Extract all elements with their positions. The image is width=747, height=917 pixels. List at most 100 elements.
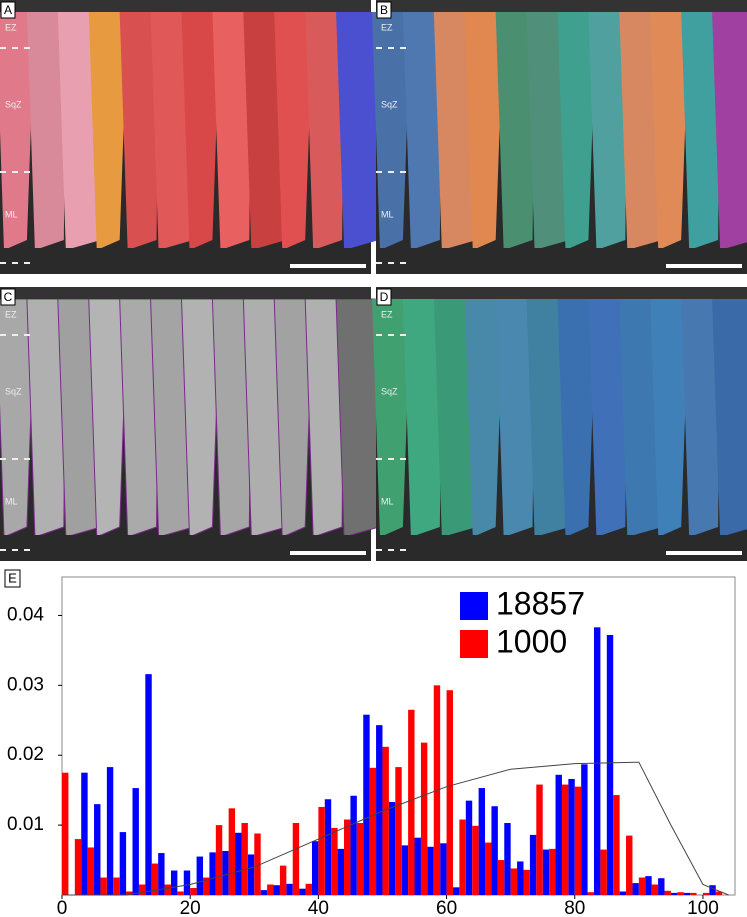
bar — [190, 888, 197, 895]
bar — [350, 795, 357, 895]
bar — [164, 884, 171, 895]
grain — [681, 299, 721, 537]
bar — [555, 774, 562, 895]
zone-label: SqZ — [5, 99, 22, 109]
grain — [557, 299, 597, 537]
grain — [181, 12, 221, 250]
bar — [203, 877, 210, 895]
bar — [337, 848, 345, 895]
y-tick-label: 0.03 — [7, 674, 44, 695]
x-tick-label: 20 — [180, 898, 201, 917]
bar — [626, 835, 633, 895]
grain — [243, 12, 287, 250]
panel-label: B — [380, 3, 388, 17]
bar — [81, 772, 88, 895]
grain — [57, 12, 101, 250]
bottom-band — [376, 535, 747, 561]
bar — [683, 892, 691, 895]
micrograph-panel: A EZ SqZ ML — [0, 0, 379, 274]
x-tick-label: 60 — [436, 898, 457, 917]
x-tick-label: 100 — [687, 898, 719, 917]
bar — [222, 850, 229, 895]
bar — [664, 890, 671, 895]
fit-curve — [62, 761, 729, 896]
bar — [299, 888, 306, 895]
bar — [497, 860, 505, 895]
bar — [709, 885, 716, 895]
grain — [26, 12, 66, 250]
zone-label: SqZ — [381, 99, 398, 109]
grain — [712, 299, 747, 537]
bar — [561, 784, 569, 895]
bar — [382, 746, 389, 895]
zone-label: EZ — [5, 22, 17, 32]
legend-label: 1000 — [496, 623, 567, 659]
bar — [292, 823, 300, 895]
bar — [356, 823, 364, 895]
bar — [100, 877, 107, 895]
bar — [318, 806, 325, 895]
bar — [440, 843, 447, 895]
grain — [650, 12, 690, 250]
panel-label-box — [376, 288, 392, 306]
bar — [472, 825, 479, 895]
grain — [305, 12, 345, 250]
grain — [0, 12, 35, 250]
y-tick-label: 0.04 — [7, 604, 44, 625]
legend-swatch — [460, 592, 488, 620]
grain — [372, 12, 411, 250]
grain — [526, 12, 570, 250]
bar — [491, 806, 498, 895]
bar — [311, 841, 319, 895]
x-tick-label: 40 — [308, 898, 329, 917]
bar — [446, 690, 453, 895]
bar — [670, 892, 678, 895]
grain — [274, 12, 314, 250]
grain — [335, 298, 380, 538]
bar — [485, 842, 492, 895]
bar — [677, 892, 684, 895]
grain — [150, 12, 194, 250]
bar — [324, 799, 332, 895]
grain — [464, 12, 504, 250]
grain — [402, 299, 442, 537]
bar — [209, 852, 216, 895]
grain — [681, 12, 721, 250]
bottom-band — [0, 248, 371, 274]
zone-label: ML — [381, 209, 394, 219]
bar — [427, 846, 434, 895]
bar — [606, 635, 614, 895]
bar — [651, 884, 659, 895]
grain — [464, 299, 504, 537]
panel-label-box — [0, 1, 16, 19]
bar — [87, 847, 95, 895]
bar — [183, 870, 191, 895]
bar — [613, 795, 620, 895]
panel-label-box — [0, 288, 16, 306]
bar — [113, 877, 120, 895]
bar — [344, 819, 351, 895]
micrograph-panel: D EZ SqZ ML — [372, 287, 747, 561]
bar — [504, 823, 511, 895]
legend-label: 18857 — [496, 585, 585, 621]
bar — [196, 856, 204, 895]
top-band — [376, 0, 747, 12]
bar — [465, 800, 473, 895]
bar — [702, 892, 710, 895]
bar — [119, 832, 127, 895]
grain — [557, 12, 597, 250]
panel-label: D — [380, 290, 389, 304]
grain — [619, 12, 663, 250]
bar — [542, 849, 550, 895]
zone-label: SqZ — [381, 386, 398, 396]
bar — [523, 869, 530, 895]
zone-label: ML — [5, 209, 18, 219]
zone-label: SqZ — [5, 386, 22, 396]
grain — [433, 299, 477, 537]
bar — [536, 784, 543, 895]
legend-swatch — [460, 630, 488, 658]
bar — [395, 767, 402, 895]
bar — [138, 884, 146, 895]
bar — [106, 767, 114, 895]
